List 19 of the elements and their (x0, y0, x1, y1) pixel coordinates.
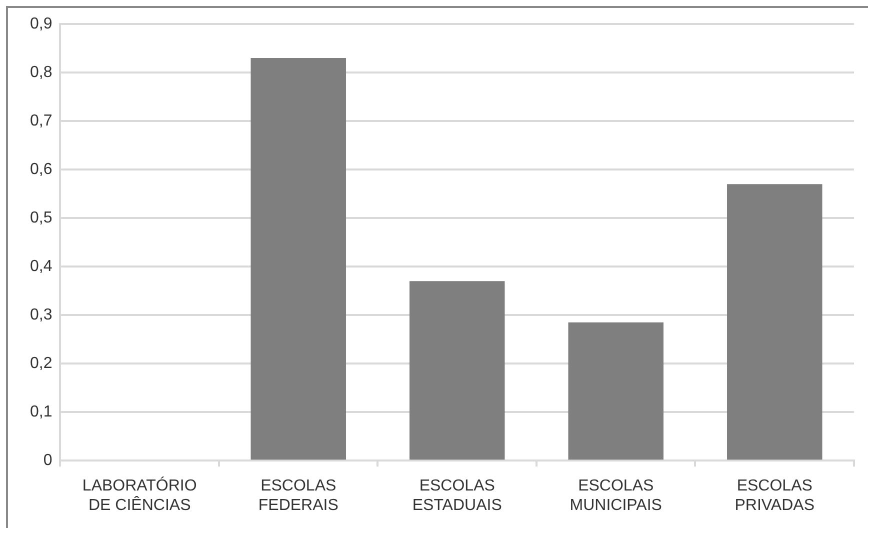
y-tick-label: 0,1 (30, 403, 52, 420)
bar (409, 281, 505, 460)
x-tick-label: ESCOLAS PRIVADAS (734, 478, 814, 514)
y-tick-label: 0,3 (30, 306, 52, 324)
y-tick-label: 0,9 (30, 15, 52, 32)
x-tick-label: ESCOLAS ESTADUAIS (412, 478, 502, 514)
x-tick-label: ESCOLAS MUNICIPAIS (570, 478, 662, 514)
y-tick-label: 0,2 (30, 354, 52, 372)
bar (727, 184, 822, 460)
x-tick-label: LABORATÓRIO DE CIÊNCIAS (82, 476, 197, 514)
bar (250, 58, 346, 460)
y-tick-label: 0 (43, 452, 52, 470)
x-tick-label: ESCOLAS FEDERAIS (258, 478, 338, 514)
y-tick-label: 0,5 (30, 209, 52, 226)
y-tick-label: 0,7 (30, 112, 52, 130)
bar (568, 322, 664, 460)
y-tick-label: 0,4 (30, 258, 52, 275)
y-tick-label: 0,6 (30, 160, 52, 178)
y-tick-label: 0,8 (30, 64, 52, 81)
